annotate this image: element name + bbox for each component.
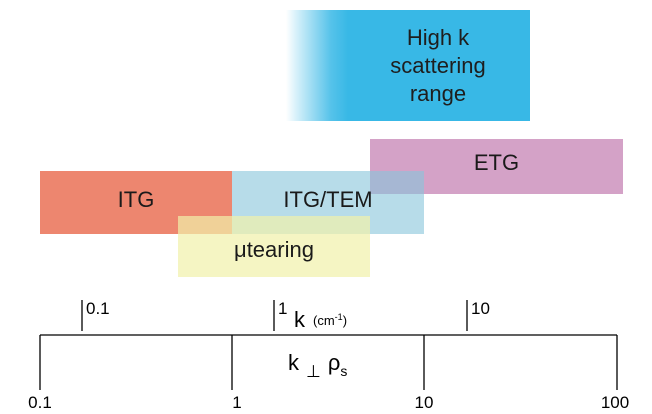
kperp-tick-label: 0.1: [28, 393, 52, 412]
k-tick-label: 1: [278, 299, 287, 318]
etg-label: ETG: [473, 150, 520, 175]
k-axis-unit: (cm-1): [313, 312, 347, 328]
itg-label: ITG: [117, 187, 155, 212]
kperp-tick-label: 100: [601, 393, 629, 412]
high-k-label: High k scattering range: [390, 24, 486, 106]
kperp-tick-label: 10: [415, 393, 434, 412]
kperp-tick-label: 1: [232, 393, 241, 412]
k-axis: [81, 300, 468, 331]
k-axis-title: k: [294, 307, 306, 332]
mu-tearing-band: μtearing: [178, 216, 370, 277]
itg-tem-label: ITG/TEM: [283, 187, 373, 212]
high-k-scattering-band: High k scattering range: [286, 10, 530, 121]
k-tick-label: 0.1: [86, 299, 110, 318]
k-tick-label: 10: [471, 299, 490, 318]
mu-tearing-label: μtearing: [234, 237, 314, 262]
kperp-axis-title: k ⊥ ρs: [288, 350, 347, 381]
kperp-axis: [39, 334, 618, 390]
